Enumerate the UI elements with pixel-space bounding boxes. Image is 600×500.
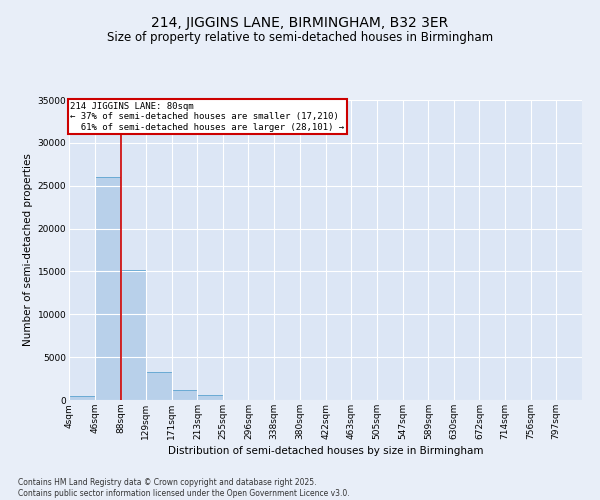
Bar xyxy=(121,270,146,400)
Bar xyxy=(146,372,172,400)
X-axis label: Distribution of semi-detached houses by size in Birmingham: Distribution of semi-detached houses by … xyxy=(168,446,483,456)
Text: 214, JIGGINS LANE, BIRMINGHAM, B32 3ER: 214, JIGGINS LANE, BIRMINGHAM, B32 3ER xyxy=(151,16,449,30)
Bar xyxy=(197,395,223,400)
Bar xyxy=(172,390,197,400)
Text: 214 JIGGINS LANE: 80sqm
← 37% of semi-detached houses are smaller (17,210)
  61%: 214 JIGGINS LANE: 80sqm ← 37% of semi-de… xyxy=(70,102,344,132)
Text: Size of property relative to semi-detached houses in Birmingham: Size of property relative to semi-detach… xyxy=(107,31,493,44)
Bar xyxy=(95,177,121,400)
Y-axis label: Number of semi-detached properties: Number of semi-detached properties xyxy=(23,154,34,346)
Text: Contains HM Land Registry data © Crown copyright and database right 2025.
Contai: Contains HM Land Registry data © Crown c… xyxy=(18,478,350,498)
Bar xyxy=(69,396,95,400)
